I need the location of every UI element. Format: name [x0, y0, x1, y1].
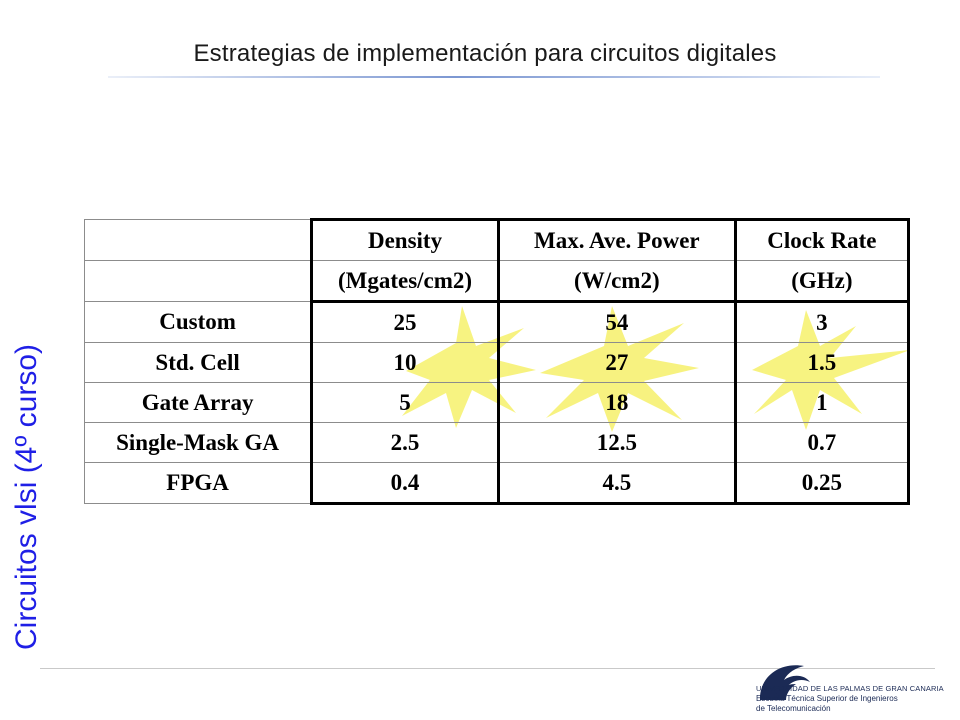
table-row: Single-Mask GA 2.5 12.5 0.7: [83, 422, 911, 463]
units-corner: [83, 260, 313, 302]
row-label: Single-Mask GA: [83, 422, 313, 463]
cell-power: 4.5: [496, 462, 736, 505]
cell-power: 18: [496, 382, 736, 423]
table-row: FPGA 0.4 4.5 0.25: [83, 462, 911, 505]
header-corner: [83, 219, 313, 261]
header-density: Density: [310, 218, 499, 261]
university-logo-icon: [760, 665, 810, 700]
logo-line-3: de Telecomunicación: [756, 704, 831, 713]
cell-power: 54: [496, 301, 736, 343]
title-underline: [108, 76, 880, 78]
row-label: Gate Array: [83, 382, 313, 423]
units-density: (Mgates/cm2): [310, 260, 499, 303]
spec-table: Density Max. Ave. Power Clock Rate (Mgat…: [83, 218, 911, 505]
cell-clock: 0.25: [733, 462, 911, 505]
header-row-units: (Mgates/cm2) (W/cm2) (GHz): [83, 260, 911, 303]
slide-title: Estrategias de implementación para circu…: [193, 40, 777, 67]
cell-power: 27: [496, 342, 736, 383]
cell-clock: 0.7: [733, 422, 911, 463]
row-label: Std. Cell: [83, 342, 313, 383]
cell-clock: 1: [733, 382, 911, 423]
header-power: Max. Ave. Power: [496, 218, 736, 261]
cell-clock: 1.5: [733, 342, 911, 383]
course-side-label: Circuitos vlsi (4º curso): [10, 343, 43, 650]
logo-line-2: Escuela Técnica Superior de Ingenieros: [756, 694, 898, 703]
implementation-comparison-table: Density Max. Ave. Power Clock Rate (Mgat…: [83, 218, 911, 514]
cell-density: 2.5: [310, 422, 499, 463]
table-row: Std. Cell 10 27 1.5: [83, 342, 911, 383]
units-clock: (GHz): [733, 260, 911, 303]
footer-divider: [40, 668, 935, 669]
table-row: Custom 25 54 3: [83, 301, 911, 343]
header-clock: Clock Rate: [733, 218, 911, 261]
cell-density: 25: [310, 301, 499, 343]
row-label: Custom: [83, 301, 313, 343]
logo-line-1: UNIVERSIDAD DE LAS PALMAS DE GRAN CANARI…: [756, 684, 944, 693]
cell-power: 12.5: [496, 422, 736, 463]
row-label: FPGA: [83, 462, 313, 504]
cell-density: 0.4: [310, 462, 499, 505]
table-row: Gate Array 5 18 1: [83, 382, 911, 423]
cell-density: 10: [310, 342, 499, 383]
university-name: UNIVERSIDAD DE LAS PALMAS DE GRAN CANARI…: [756, 684, 944, 714]
cell-density: 5: [310, 382, 499, 423]
header-row-names: Density Max. Ave. Power Clock Rate: [83, 218, 911, 261]
cell-clock: 3: [733, 301, 911, 343]
units-power: (W/cm2): [496, 260, 736, 303]
